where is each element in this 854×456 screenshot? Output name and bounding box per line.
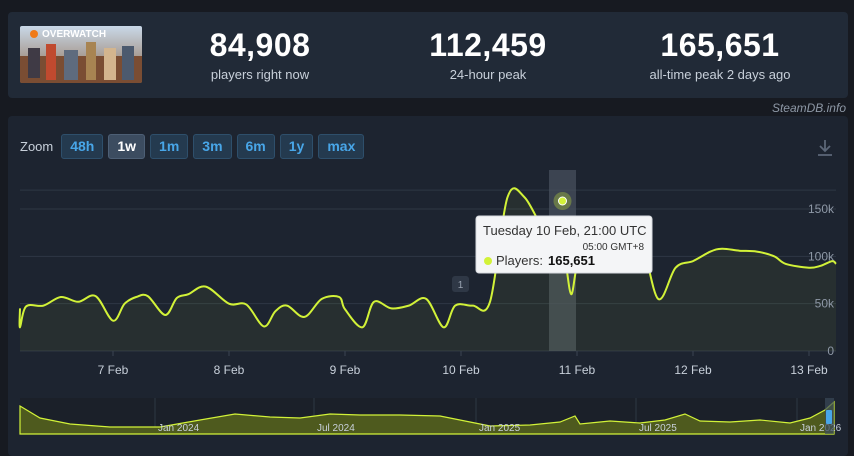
y-tick-label: 0 [827,344,834,358]
x-tick-label: 7 Feb [98,363,129,377]
stat-24h-peak: 112,459 24-hour peak [388,26,588,82]
tooltip-series-label: Players: [496,253,543,268]
navigator-tick-label: Jan 2024 [158,423,200,434]
annotation-flag[interactable]: 1 [452,276,469,292]
game-artwork-icon: OVERWATCH [20,26,142,83]
x-axis-labels: 7 Feb 8 Feb 9 Feb 10 Feb 11 Feb 12 Feb 13 Feb [98,351,828,377]
tooltip-series-swatch [484,257,492,265]
download-icon [818,140,832,156]
y-tick-label: 150k [808,202,835,216]
x-tick-label: 12 Feb [674,363,712,377]
navigator-series-area [19,400,835,435]
y-tick-label: 100k [808,249,835,263]
overwatch-logo-text: OVERWATCH [42,29,106,40]
x-tick-label: 11 Feb [559,363,596,377]
players-series-line [18,187,837,329]
navigator-tick-label: Jul 2024 [317,423,355,434]
navigator-timeline[interactable]: Jan 2024 Jul 2024 Jan 2025 Jul 2025 Jan 2026 [19,398,842,435]
x-tick-label: 13 Feb [790,363,828,377]
zoom-1w-button[interactable]: 1w [108,134,146,159]
stat-value: 112,459 [429,27,547,63]
game-thumbnail[interactable]: OVERWATCH [20,26,142,83]
navigator-tick-label: Jan 2025 [479,423,521,434]
x-tick-label: 8 Feb [214,363,245,377]
stat-value: 165,651 [660,27,780,63]
players-series-area [19,188,837,351]
hover-tooltip: Tuesday 10 Feb, 21:00 UTC 05:00 GMT+8 Pl… [475,215,653,274]
navigator-tick-label: Jul 2025 [639,423,677,434]
tooltip-local-time: 05:00 GMT+8 [583,242,645,253]
stat-label: players right now [210,67,310,82]
stat-all-time-peak: 165,651 all-time peak 2 days ago [620,26,820,82]
stat-current-players: 84,908 players right now [160,26,360,82]
zoom-label: Zoom [20,139,54,154]
zoom-controls: Zoom 48h 1w 1m 3m 6m 1y max [20,134,369,159]
stats-header: OVERWATCH 84,908 players right now 112,4… [8,12,848,98]
zoom-1m-button[interactable]: 1m [150,134,189,159]
download-button[interactable] [816,138,834,163]
y-tick-label: 50k [815,297,835,311]
steamdb-credit-link[interactable]: SteamDB.info [771,101,846,115]
tooltip-date: Tuesday 10 Feb, 21:00 UTC [483,223,647,238]
chart-gridlines [20,189,836,352]
peak-point-marker[interactable] [558,196,567,206]
tooltip-box [475,215,653,274]
x-tick-label: 9 Feb [330,363,361,377]
stat-label: 24-hour peak [449,67,527,82]
tooltip-value: 165,651 [548,253,595,268]
stat-label: all-time peak 2 days ago [649,67,791,82]
zoom-max-button[interactable]: max [318,134,365,159]
navigator-handle[interactable] [826,410,832,424]
navigator-tick-label: Jan 2026 [800,423,842,434]
annotation-flag-text: 1 [458,280,464,291]
x-tick-label: 10 Feb [442,363,480,377]
zoom-48h-button[interactable]: 48h [61,134,104,159]
zoom-6m-button[interactable]: 6m [236,134,275,159]
zoom-3m-button[interactable]: 3m [193,134,232,159]
annotation-flag-box [452,276,469,292]
y-axis-labels: 150k 100k 50k 0 [808,202,835,358]
navigator-axis-labels: Jan 2024 Jul 2024 Jan 2025 Jul 2025 Jan 2026 [158,423,842,434]
stat-value: 84,908 [209,27,311,63]
zoom-1y-button[interactable]: 1y [279,134,314,159]
